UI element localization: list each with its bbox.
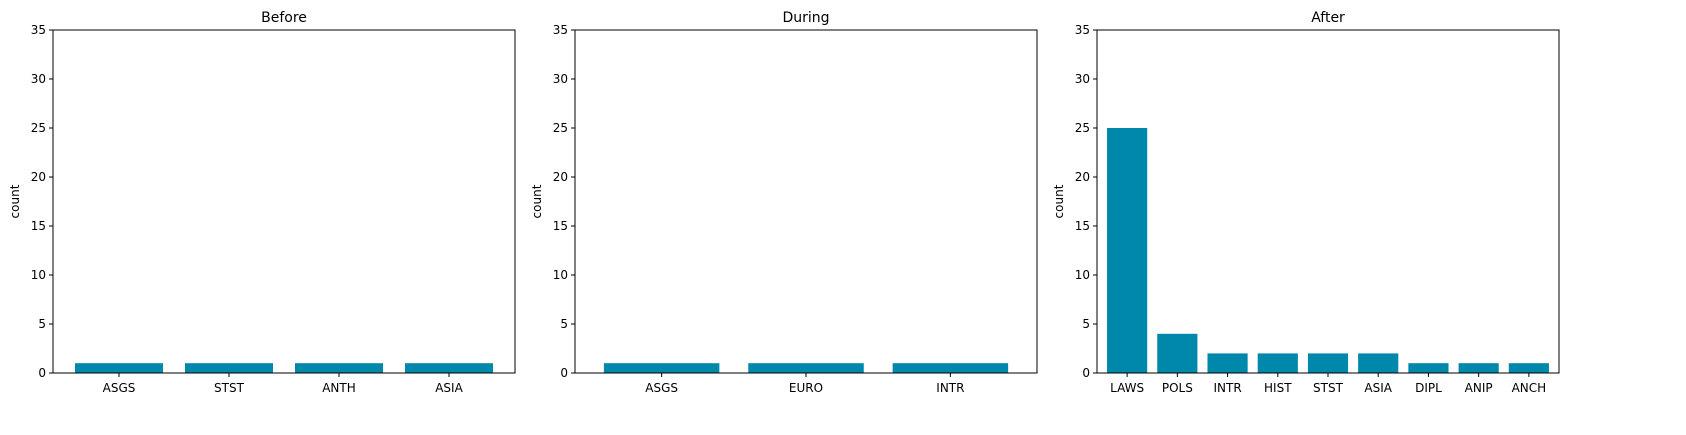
- bar-intr: [892, 363, 1009, 373]
- y-tick-label: 35: [1075, 23, 1090, 37]
- y-tick-label: 10: [1075, 268, 1090, 282]
- subplot-after: After count 0 5 10 15 20 25 30 35 LAWS POLS INTR HI…: [1052, 10, 1560, 395]
- x-tick-label: STST: [1313, 381, 1344, 395]
- y-tick-label: 30: [31, 72, 46, 86]
- y-tick-label: 5: [1082, 317, 1090, 331]
- bar-dipl: [1408, 363, 1449, 373]
- y-tick-label: 10: [31, 268, 46, 282]
- x-tick-label: EURO: [789, 381, 823, 395]
- chart-title: Before: [261, 10, 307, 26]
- x-tick-label: STST: [214, 381, 245, 395]
- bar-stst: [1307, 353, 1349, 373]
- y-tick-label: 15: [1075, 219, 1090, 233]
- x-tick-label: ANIP: [1465, 381, 1493, 395]
- x-tick-label: ASGS: [645, 381, 678, 395]
- y-tick-label: 25: [553, 121, 568, 135]
- y-axis-label: count: [1052, 184, 1066, 218]
- bar-asia: [405, 363, 493, 373]
- y-tick-label: 25: [31, 121, 46, 135]
- y-tick-label: 15: [553, 219, 568, 233]
- x-tick-label: POLS: [1162, 381, 1193, 395]
- bar-euro: [748, 363, 864, 373]
- y-tick-label: 25: [1075, 121, 1090, 135]
- x-tick-label: INTR: [1213, 381, 1241, 395]
- y-tick-label: 5: [560, 317, 568, 331]
- x-tick-label: HIST: [1264, 381, 1292, 395]
- x-tick-label: DIPL: [1415, 381, 1442, 395]
- y-tick-label: 0: [560, 366, 568, 380]
- bar-laws: [1107, 128, 1148, 373]
- x-tick-label: INTR: [936, 381, 964, 395]
- y-tick-label: 20: [1075, 170, 1090, 184]
- y-tick-label: 35: [553, 23, 568, 37]
- x-tick-label: LAWS: [1110, 381, 1144, 395]
- x-tick-label: ANTH: [322, 381, 356, 395]
- bar-asia: [1358, 353, 1399, 373]
- axes-frame: [52, 29, 516, 374]
- bar-hist: [1257, 353, 1298, 373]
- bar-asgs: [75, 363, 163, 373]
- x-tick-label: ANCH: [1512, 381, 1547, 395]
- y-axis-label: count: [8, 184, 22, 218]
- bar-intr: [1207, 353, 1248, 373]
- y-tick-label: 30: [553, 72, 568, 86]
- subplot-before: Before count 0 5 10 15 20 25 30 35 ASGS STST ANTH A…: [8, 10, 516, 395]
- bar-pols: [1157, 333, 1198, 373]
- y-tick-label: 0: [38, 366, 46, 380]
- bar-anip: [1458, 363, 1499, 373]
- y-tick-label: 20: [553, 170, 568, 184]
- bar-asgs: [603, 363, 720, 373]
- x-tick-label: ASIA: [435, 381, 463, 395]
- y-tick-label: 30: [1075, 72, 1090, 86]
- x-tick-label: ASGS: [103, 381, 136, 395]
- bar-anth: [295, 363, 383, 373]
- x-tick-label: ASIA: [1364, 381, 1392, 395]
- y-tick-label: 20: [31, 170, 46, 184]
- chart-title: During: [782, 10, 829, 26]
- y-tick-label: 10: [553, 268, 568, 282]
- y-axis-label: count: [530, 184, 544, 218]
- bar-anch: [1508, 363, 1549, 373]
- y-tick-label: 0: [1082, 366, 1090, 380]
- subplot-during: During count 0 5 10 15 20 25 30 35 ASGS EURO INTR: [530, 10, 1038, 395]
- y-tick-label: 15: [31, 219, 46, 233]
- y-tick-label: 5: [38, 317, 46, 331]
- chart-title: After: [1311, 10, 1345, 26]
- bar-stst: [185, 363, 273, 373]
- y-tick-label: 35: [31, 23, 46, 37]
